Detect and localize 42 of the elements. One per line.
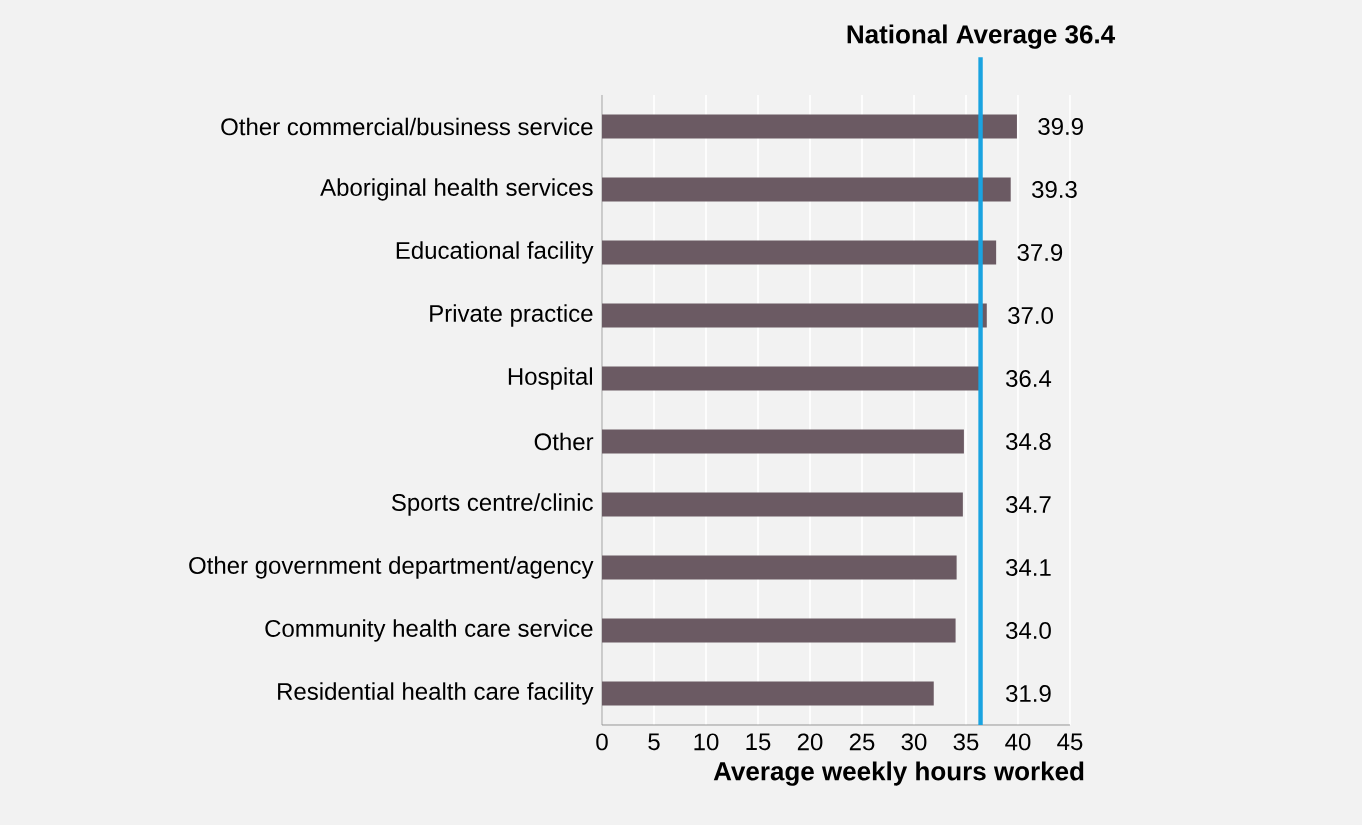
ref-line-label: National Average 36.4 xyxy=(847,24,1116,49)
x-tick-label: 35 xyxy=(953,733,979,751)
y-tick-label: Aboriginal health services xyxy=(320,178,593,201)
data-label: 36.4 xyxy=(1006,370,1052,387)
bar xyxy=(602,240,997,265)
data-label: 34.0 xyxy=(1006,622,1051,639)
x-tick-label: 25 xyxy=(849,733,875,751)
data-label: 37.9 xyxy=(1017,244,1063,261)
y-tick-label: Hospital xyxy=(508,367,592,390)
y-tick-label: Residential health care facility xyxy=(278,682,594,705)
y-tick-label: Other xyxy=(534,432,594,451)
x-axis-title: Average weekly hours worked xyxy=(713,761,1084,786)
bar xyxy=(602,681,934,706)
data-label: 39.9 xyxy=(1038,118,1083,135)
x-tick-label: 10 xyxy=(694,733,719,751)
bar xyxy=(602,555,957,580)
bar xyxy=(602,114,1017,139)
bar xyxy=(602,366,981,391)
y-tick-label: Sports centre/clinic xyxy=(391,493,593,516)
x-tick-label: 30 xyxy=(901,733,927,751)
x-tick-label: 5 xyxy=(648,733,660,751)
x-tick-label: 45 xyxy=(1057,733,1083,751)
bar xyxy=(602,618,956,643)
y-tick-label: Private practice xyxy=(430,304,593,327)
data-label: 34.1 xyxy=(1006,559,1051,576)
x-tick-label: 40 xyxy=(1005,733,1031,751)
x-tick-label: 0 xyxy=(596,733,608,751)
x-tick-label: 15 xyxy=(746,733,771,751)
data-label: 31.9 xyxy=(1006,685,1051,702)
bar xyxy=(602,177,1011,202)
y-tick-label: Other commercial/business service xyxy=(221,117,593,136)
x-tick-label: 20 xyxy=(797,733,823,751)
y-tick-label: Community health care service xyxy=(265,619,593,642)
data-label: 37.0 xyxy=(1008,307,1053,324)
y-tick-label: Other government department/agency xyxy=(189,556,594,579)
data-label: 39.3 xyxy=(1032,181,1077,198)
y-tick-label: Educational facility xyxy=(396,241,594,264)
data-label: 34.8 xyxy=(1006,433,1051,450)
data-label: 34.7 xyxy=(1006,496,1051,513)
bar xyxy=(602,429,964,454)
bar xyxy=(602,303,987,328)
bar xyxy=(602,492,963,517)
